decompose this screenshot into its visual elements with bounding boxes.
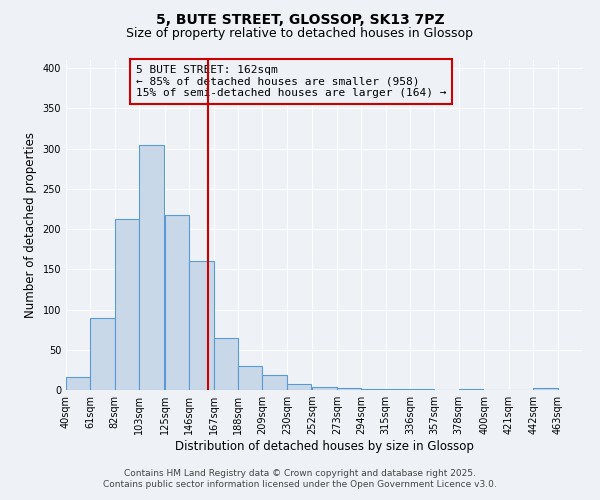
Text: 5, BUTE STREET, GLOSSOP, SK13 7PZ: 5, BUTE STREET, GLOSSOP, SK13 7PZ	[155, 12, 445, 26]
Text: Contains HM Land Registry data © Crown copyright and database right 2025.: Contains HM Land Registry data © Crown c…	[124, 468, 476, 477]
Bar	[91, 318, 115, 390]
Text: Contains public sector information licensed under the Open Government Licence v3: Contains public sector information licen…	[103, 480, 497, 489]
Bar	[189, 261, 214, 390]
Bar	[361, 389, 386, 390]
Bar	[214, 338, 238, 390]
Bar	[262, 374, 287, 390]
Bar	[287, 384, 311, 390]
Bar	[165, 214, 189, 390]
Bar	[533, 388, 557, 390]
Bar	[66, 377, 91, 390]
Bar	[313, 387, 337, 390]
Bar	[238, 366, 262, 390]
Text: 5 BUTE STREET: 162sqm
← 85% of detached houses are smaller (958)
15% of semi-det: 5 BUTE STREET: 162sqm ← 85% of detached …	[136, 65, 446, 98]
Bar	[337, 388, 361, 390]
Bar	[459, 389, 483, 390]
Bar	[386, 389, 410, 390]
Bar	[410, 389, 434, 390]
Bar	[115, 220, 139, 390]
X-axis label: Distribution of detached houses by size in Glossop: Distribution of detached houses by size …	[175, 440, 473, 453]
Bar	[139, 144, 164, 390]
Text: Size of property relative to detached houses in Glossop: Size of property relative to detached ho…	[127, 28, 473, 40]
Y-axis label: Number of detached properties: Number of detached properties	[24, 132, 37, 318]
